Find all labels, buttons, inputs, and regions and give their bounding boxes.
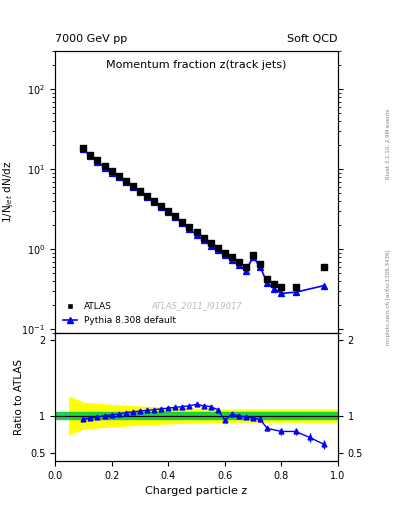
Point	[264, 279, 270, 287]
Point	[236, 258, 242, 266]
Point	[94, 156, 101, 164]
Point	[200, 236, 207, 244]
Point	[123, 178, 129, 186]
Point	[208, 239, 214, 247]
Legend: ATLAS, Pythia 8.308 default: ATLAS, Pythia 8.308 default	[59, 298, 180, 328]
Point	[271, 285, 277, 293]
Point	[137, 188, 143, 196]
Text: Rivet 3.1.10, 2.9M events: Rivet 3.1.10, 2.9M events	[386, 108, 391, 179]
Point	[229, 253, 235, 262]
Point	[186, 223, 193, 231]
Point	[321, 282, 327, 290]
Point	[101, 162, 108, 170]
Point	[165, 208, 171, 217]
Text: 7000 GeV pp: 7000 GeV pp	[55, 33, 127, 44]
Y-axis label: Ratio to ATLAS: Ratio to ATLAS	[15, 359, 24, 435]
Point	[87, 151, 94, 159]
Point	[108, 167, 115, 175]
Point	[137, 186, 143, 195]
Point	[278, 283, 285, 291]
Point	[80, 144, 86, 152]
Point	[172, 212, 178, 220]
Point	[208, 242, 214, 250]
Point	[243, 263, 249, 271]
Point	[278, 289, 285, 297]
Point	[130, 181, 136, 189]
Text: Momentum fraction z(track jets): Momentum fraction z(track jets)	[107, 60, 286, 70]
Point	[229, 256, 235, 264]
Point	[264, 275, 270, 284]
Point	[193, 228, 200, 237]
Point	[186, 225, 193, 233]
Point	[236, 261, 242, 269]
Point	[292, 288, 299, 296]
Point	[165, 207, 171, 215]
Point	[87, 152, 94, 160]
Point	[158, 202, 164, 210]
Point	[116, 174, 122, 182]
Text: ATLAS_2011_I919017: ATLAS_2011_I919017	[151, 301, 242, 310]
Point	[151, 197, 157, 205]
Point	[257, 263, 263, 271]
Point	[222, 251, 228, 260]
Point	[250, 251, 256, 259]
Point	[257, 260, 263, 268]
Point	[144, 193, 150, 201]
Point	[271, 280, 277, 288]
Point	[321, 263, 327, 271]
Point	[222, 249, 228, 257]
Point	[108, 168, 115, 177]
Point	[179, 218, 185, 226]
Point	[172, 214, 178, 222]
Y-axis label: 1/N$_{jet}$ dN/dz: 1/N$_{jet}$ dN/dz	[2, 161, 16, 223]
Point	[123, 177, 129, 185]
Point	[215, 244, 221, 252]
Point	[193, 230, 200, 239]
X-axis label: Charged particle z: Charged particle z	[145, 486, 248, 496]
Point	[80, 145, 86, 153]
Point	[116, 172, 122, 180]
Text: Soft QCD: Soft QCD	[288, 33, 338, 44]
Point	[215, 246, 221, 254]
Point	[151, 198, 157, 206]
Point	[200, 233, 207, 242]
Point	[101, 163, 108, 172]
Text: mcplots.cern.ch [arXiv:1306.3436]: mcplots.cern.ch [arXiv:1306.3436]	[386, 249, 391, 345]
Point	[158, 203, 164, 211]
Point	[250, 253, 256, 261]
Point	[144, 192, 150, 200]
Point	[130, 183, 136, 191]
Point	[292, 283, 299, 291]
Point	[94, 157, 101, 165]
Point	[243, 267, 249, 275]
Point	[179, 219, 185, 227]
